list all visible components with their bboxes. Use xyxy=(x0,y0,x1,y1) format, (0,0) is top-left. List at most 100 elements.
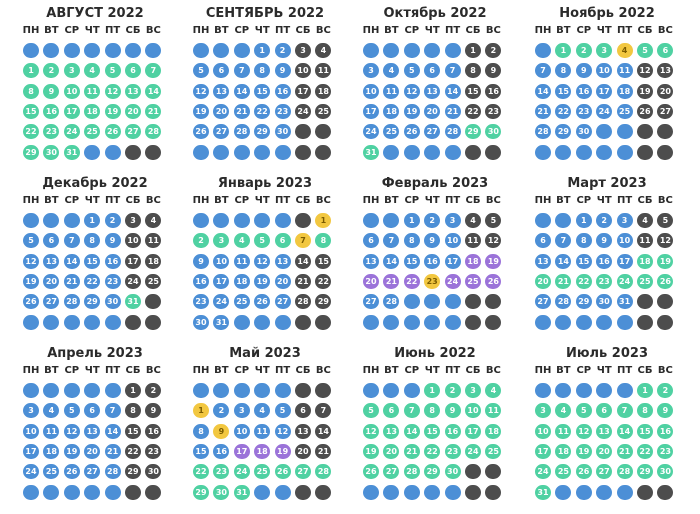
day-cell: 31 xyxy=(535,484,551,500)
day-cell: 3 xyxy=(295,43,311,58)
empty-day-cell xyxy=(63,213,80,228)
day-cell: 29 xyxy=(193,484,209,500)
day-cell: 28 xyxy=(315,464,332,480)
empty-day-cell xyxy=(43,484,60,500)
day-cell: 1 xyxy=(465,43,481,58)
empty-day-cell xyxy=(145,294,162,310)
day-cell: 11 xyxy=(616,63,633,79)
empty-day-cell xyxy=(295,213,311,228)
empty-day-cell xyxy=(254,383,271,398)
day-cell: 19 xyxy=(657,253,674,269)
day-cell: 14 xyxy=(233,83,250,99)
day-cell: 7 xyxy=(444,63,461,79)
weekday-label: СБ xyxy=(125,365,141,376)
day-cell: 2 xyxy=(657,383,674,398)
day-cell: 28 xyxy=(383,294,400,310)
day-cell: 1 xyxy=(315,213,332,228)
empty-day-cell xyxy=(637,124,653,140)
weekday-label: СР xyxy=(64,195,80,206)
day-cell: 18 xyxy=(465,253,481,269)
day-cell: 28 xyxy=(233,124,250,140)
empty-day-cell xyxy=(193,383,209,398)
day-cell: 2 xyxy=(104,213,121,228)
day-cell: 12 xyxy=(363,423,379,439)
day-cell: 1 xyxy=(84,213,101,228)
day-cell: 12 xyxy=(657,233,674,249)
weekday-label: СБ xyxy=(295,25,311,36)
empty-day-cell xyxy=(596,383,613,398)
day-cell: 11 xyxy=(43,423,60,439)
day-cell: 8 xyxy=(465,63,481,79)
day-cell: 7 xyxy=(616,403,633,419)
day-cell: 15 xyxy=(424,423,441,439)
day-cell: 9 xyxy=(596,233,613,249)
day-cell: 16 xyxy=(145,423,162,439)
day-cell: 10 xyxy=(213,253,230,269)
day-cell: 23 xyxy=(104,273,121,289)
empty-day-cell xyxy=(424,43,441,58)
empty-day-cell xyxy=(104,43,121,58)
month-title: АВГУСТ 2022 xyxy=(46,6,144,21)
day-cell: 25 xyxy=(383,124,400,140)
empty-day-cell xyxy=(657,314,674,330)
month-title: Декабрь 2022 xyxy=(42,176,148,191)
weekday-label: ЧТ xyxy=(596,195,612,206)
day-cell: 24 xyxy=(363,124,379,140)
empty-day-cell xyxy=(403,144,420,160)
empty-day-cell xyxy=(63,314,80,330)
empty-day-cell xyxy=(145,314,162,330)
empty-day-cell xyxy=(233,314,250,330)
day-cell: 7 xyxy=(403,403,420,419)
day-cell: 10 xyxy=(125,233,141,249)
empty-day-cell xyxy=(315,124,332,140)
month-calendar: Февраль 2023 ПН ВТ СР ЧТ ПТ СБ ВС 1 2 3 4 5 6 7 8 9 10 11 1… xyxy=(360,176,510,336)
day-cell: 5 xyxy=(657,213,674,228)
empty-day-cell xyxy=(125,314,141,330)
day-cell: 11 xyxy=(233,253,250,269)
empty-day-cell xyxy=(616,314,633,330)
weekday-label: ВС xyxy=(657,195,673,206)
empty-day-cell xyxy=(43,43,60,58)
day-cell: 23 xyxy=(213,464,230,480)
day-cell: 19 xyxy=(274,443,291,459)
day-cell: 13 xyxy=(274,253,291,269)
day-cell: 2 xyxy=(274,43,291,58)
day-cell: 18 xyxy=(555,443,572,459)
day-cell: 21 xyxy=(145,103,162,119)
weekday-label: ВТ xyxy=(556,195,571,206)
day-cell: 25 xyxy=(637,273,653,289)
day-cell: 5 xyxy=(254,233,271,249)
day-cell: 18 xyxy=(616,83,633,99)
day-cell: 23 xyxy=(43,124,60,140)
day-cell: 31 xyxy=(363,144,379,160)
empty-day-cell xyxy=(485,314,502,330)
day-cell: 22 xyxy=(575,273,592,289)
empty-day-cell xyxy=(383,144,400,160)
weekday-label: ЧТ xyxy=(596,25,612,36)
day-cell: 25 xyxy=(84,124,101,140)
month-calendar: Октябрь 2022 ПН ВТ СР ЧТ ПТ СБ ВС 1 2 3 4 5 6 7 8 9 10 11 1… xyxy=(360,6,510,166)
day-cell: 20 xyxy=(274,273,291,289)
day-cell: 5 xyxy=(363,403,379,419)
weekday-label: СР xyxy=(576,365,592,376)
day-cell: 24 xyxy=(63,124,80,140)
day-cell: 25 xyxy=(555,464,572,480)
day-cell: 8 xyxy=(315,233,332,249)
day-cell: 23 xyxy=(657,443,674,459)
day-cell: 20 xyxy=(43,273,60,289)
day-cell: 26 xyxy=(23,294,39,310)
day-cell: 22 xyxy=(315,273,332,289)
weekday-label: ВТ xyxy=(44,195,59,206)
day-cell: 4 xyxy=(254,403,271,419)
weekday-label: ВТ xyxy=(214,195,229,206)
empty-day-cell xyxy=(104,144,121,160)
day-cell: 7 xyxy=(535,63,551,79)
empty-day-cell xyxy=(657,294,674,310)
day-cell: 18 xyxy=(145,253,162,269)
day-cell: 11 xyxy=(383,83,400,99)
day-cell: 18 xyxy=(383,103,400,119)
day-cell: 14 xyxy=(403,423,420,439)
empty-day-cell xyxy=(84,383,101,398)
day-cell: 26 xyxy=(104,124,121,140)
weekday-label: ПН xyxy=(22,25,40,36)
